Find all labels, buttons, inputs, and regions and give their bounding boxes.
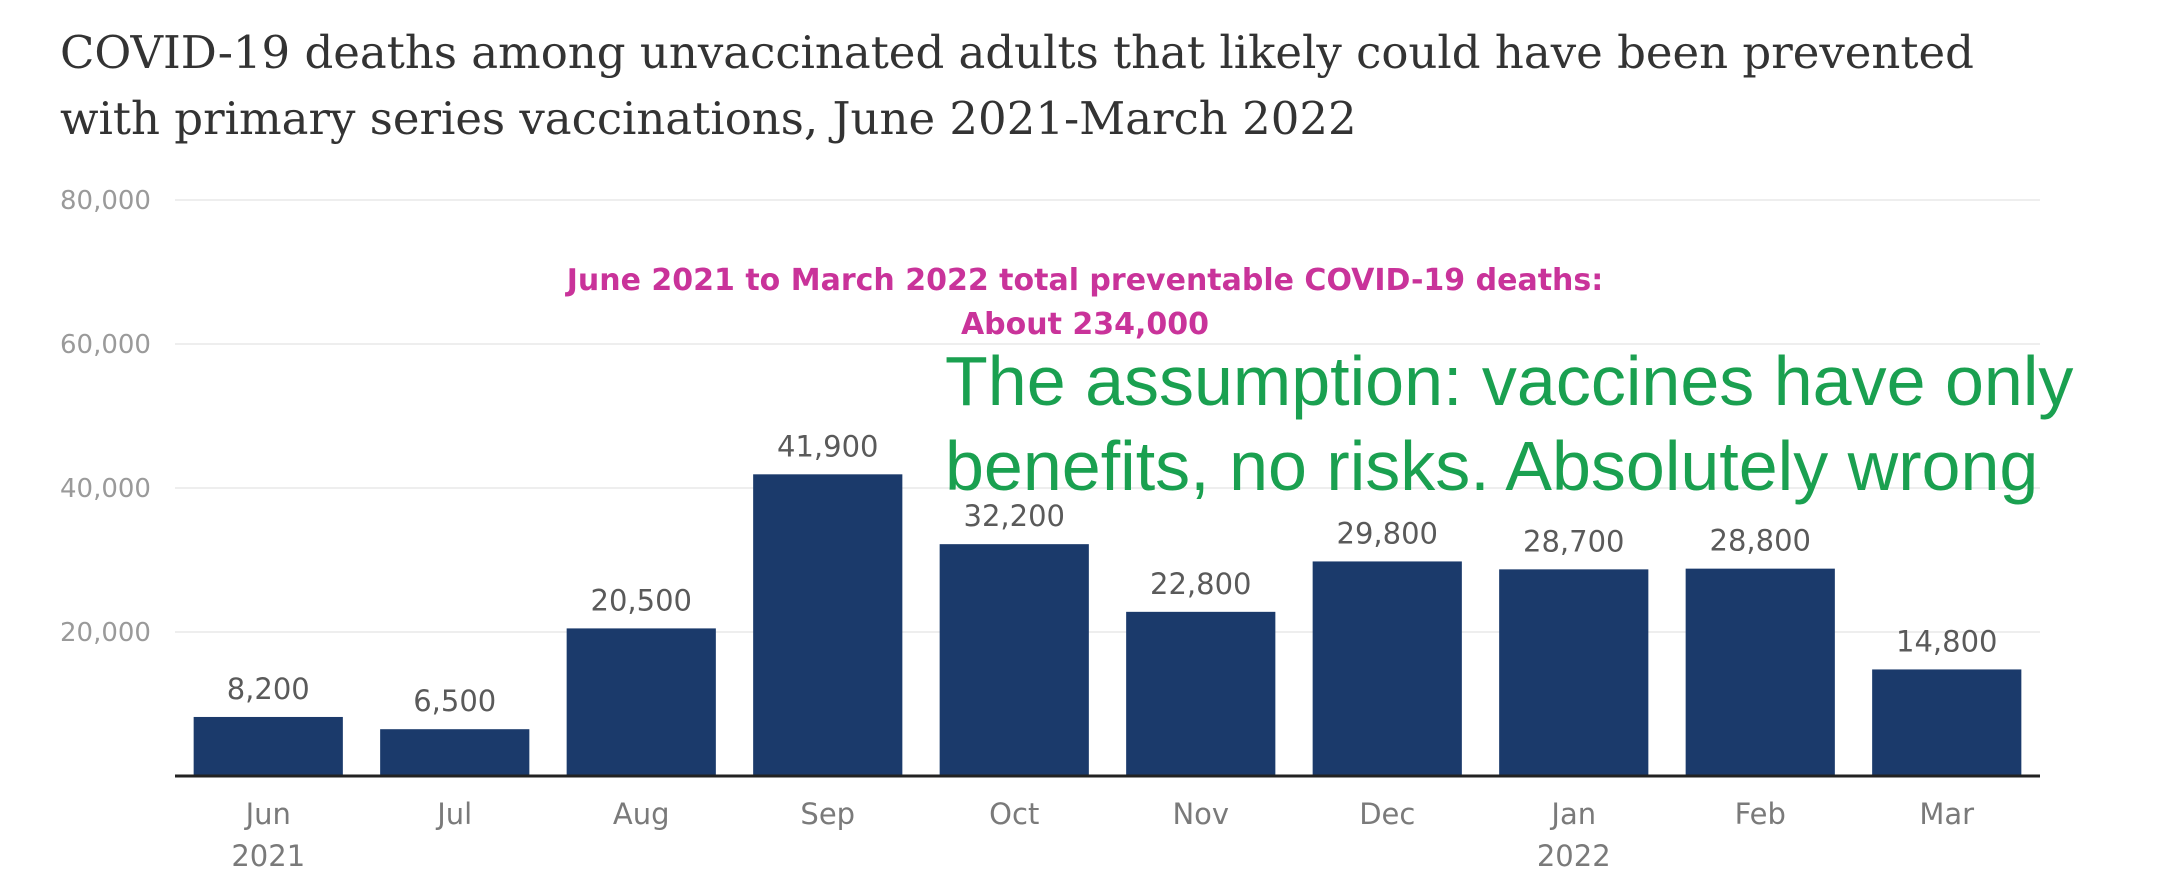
bar — [1499, 569, 1649, 776]
x-tick-label: Jun — [244, 797, 291, 831]
y-tick-label: 80,000 — [60, 186, 151, 216]
y-axis-ticks: 20,000 40,000 60,000 80,000 — [60, 186, 151, 648]
data-label: 28,700 — [1523, 524, 1624, 558]
data-label: 32,200 — [964, 499, 1065, 533]
x-tick-label: Aug — [613, 797, 670, 831]
chart-title-line-1: COVID-19 deaths among unvaccinated adult… — [60, 26, 1974, 79]
y-tick-label: 40,000 — [60, 474, 151, 504]
data-label: 14,800 — [1896, 624, 1997, 658]
x-tick-label: Dec — [1359, 797, 1415, 831]
x-tick-label: Nov — [1172, 797, 1229, 831]
bar — [566, 628, 716, 776]
x-tick-label: Jan — [1549, 797, 1596, 831]
bar — [939, 544, 1089, 776]
data-label: 28,800 — [1710, 524, 1811, 558]
x-tick-label: Mar — [1919, 797, 1974, 831]
data-label: 20,500 — [591, 583, 692, 617]
y-tick-label: 60,000 — [60, 330, 151, 360]
x-tick-label: Sep — [800, 797, 855, 831]
bar — [193, 716, 343, 776]
data-label: 22,800 — [1150, 567, 1251, 601]
chart-title-line-2: with primary series vaccinations, June 2… — [60, 92, 1357, 145]
bar — [1312, 561, 1462, 776]
bar — [753, 474, 903, 776]
x-tick-year-label: 2021 — [231, 839, 305, 870]
data-label: 41,900 — [777, 429, 878, 463]
x-tick-year-label: 2022 — [1537, 839, 1611, 870]
y-tick-label: 20,000 — [60, 618, 151, 648]
x-axis-ticks: Jun 2021 Jul Aug Sep Oct Nov Dec Jan 2022 Feb Mar — [231, 797, 1974, 870]
overlay-comment-line-2: benefits, no risks. Absolutely wrong — [945, 427, 2038, 505]
x-tick-label: Feb — [1735, 797, 1786, 831]
data-labels: 8,200 6,500 20,500 41,900 32,200 22,800 29,800… — [227, 429, 1998, 718]
data-label: 8,200 — [227, 672, 310, 706]
bars — [193, 474, 2022, 776]
x-tick-label: Jul — [435, 797, 472, 831]
data-label: 29,800 — [1337, 516, 1438, 550]
total-annotation-line-1: June 2021 to March 2022 total preventabl… — [565, 263, 1604, 298]
bar — [1126, 611, 1276, 776]
bar — [1872, 669, 2022, 776]
x-tick-label: Oct — [989, 797, 1039, 831]
data-label: 6,500 — [413, 684, 496, 718]
bar — [1685, 568, 1835, 776]
overlay-comment-line-1: The assumption: vaccines have only — [945, 342, 2073, 420]
bar — [380, 729, 530, 776]
total-annotation-line-2: About 234,000 — [961, 307, 1209, 342]
